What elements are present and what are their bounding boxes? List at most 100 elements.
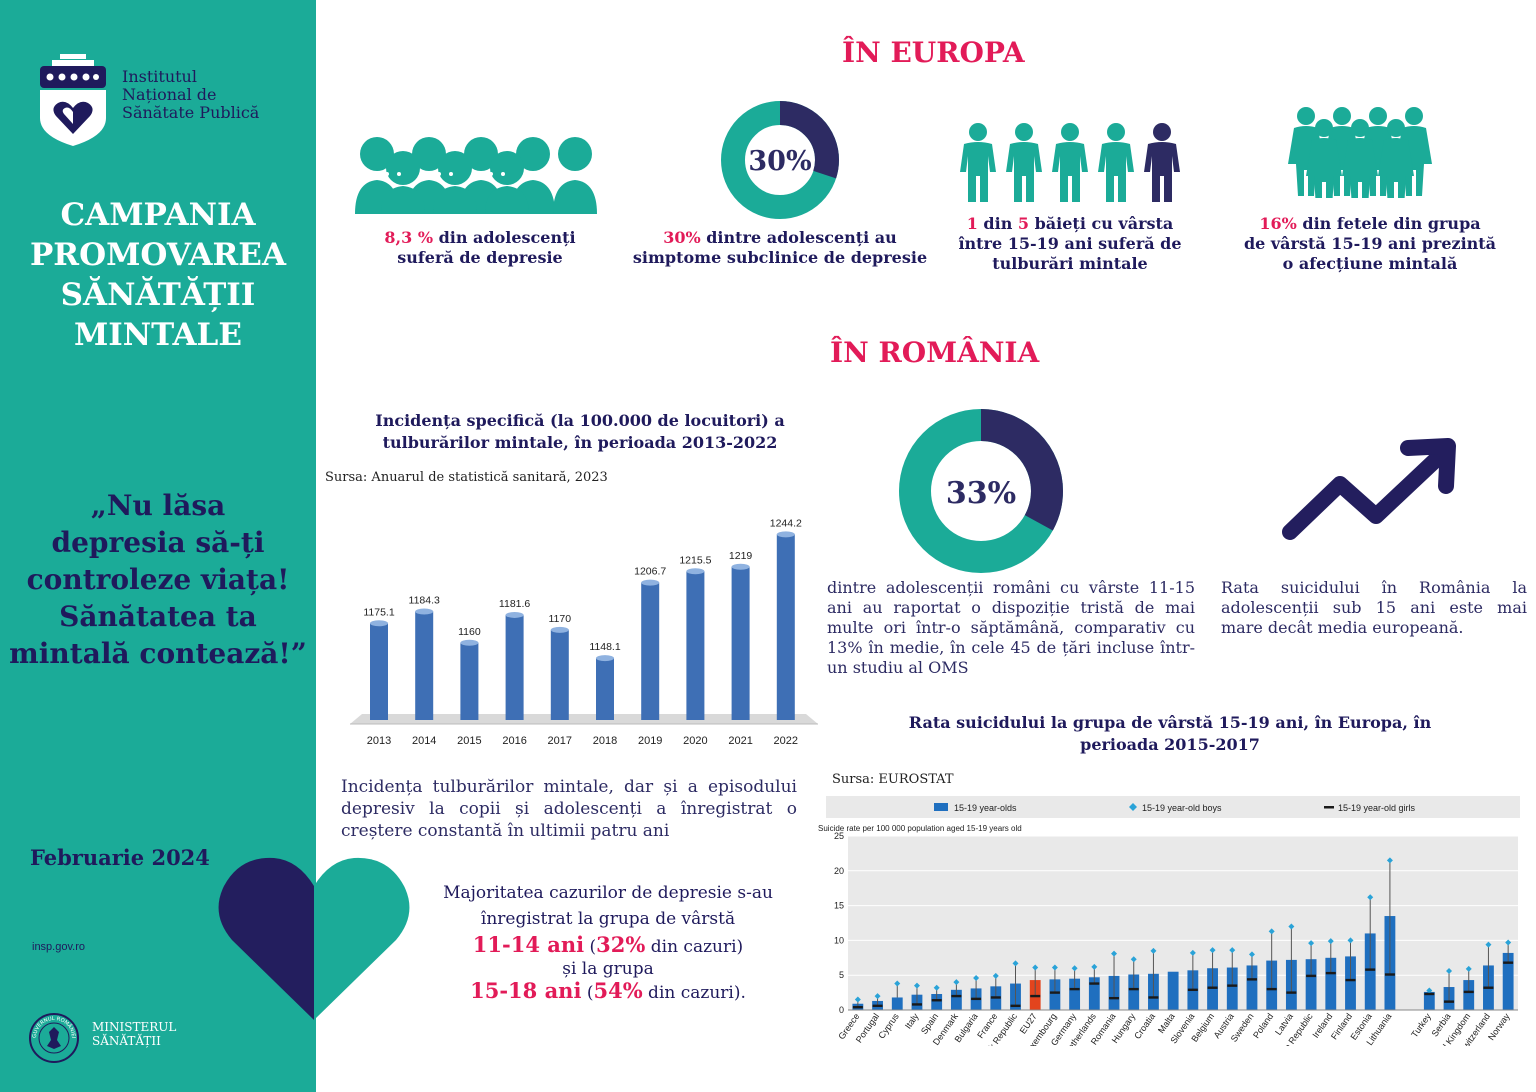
incidence-year-label: 2021: [728, 735, 752, 747]
romania-title: ÎN ROMÂNIA: [830, 336, 1040, 369]
incidence-bar: [415, 611, 434, 720]
girls-marker: [1444, 1000, 1455, 1003]
trend-up-arrow-icon: [1282, 438, 1456, 540]
girls-marker: [852, 1006, 863, 1009]
incidence-value-label: 1175.1: [363, 606, 394, 618]
suicide-bar: [931, 993, 943, 1010]
adolescents-group-icon: [355, 137, 597, 214]
suicide-bar: [1088, 977, 1100, 1010]
girls-marker: [1227, 984, 1238, 987]
ministry-line: MINISTERUL: [92, 1020, 177, 1034]
majority-line: Majoritatea cazurilor de depresie s-au: [443, 883, 773, 903]
donut-30-icon: 30%: [721, 101, 839, 219]
girls-marker: [1306, 974, 1317, 978]
boys-marker: [1485, 941, 1492, 948]
website-link[interactable]: insp.gov.ro: [32, 941, 85, 953]
boys-marker: [1505, 939, 1512, 946]
incidence-year-label: 2015: [457, 735, 481, 747]
stat-text: din fetele din grupa: [1296, 214, 1481, 233]
boys-marker: [1426, 987, 1433, 994]
y-tick-label: 5: [839, 970, 844, 980]
suicide-bar: [1463, 980, 1475, 1010]
incidence-year-label: 2016: [502, 735, 526, 747]
ministry-line: SĂNĂTĂȚII: [92, 1034, 161, 1048]
majority-line: și la grupa: [562, 959, 654, 979]
logo-line: Sănătate Publică: [122, 103, 260, 122]
boys-marker: [1091, 963, 1098, 970]
girls-marker: [1424, 992, 1435, 996]
boys-marker: [1130, 956, 1137, 963]
incidence-value-label: 1206.7: [634, 566, 666, 578]
plot-area: [848, 836, 1518, 1010]
boys-marker: [854, 996, 861, 1003]
girls-marker: [872, 1004, 883, 1008]
incidence-bar-cap: [550, 626, 569, 633]
incidence-value-label: 1244.2: [770, 517, 802, 529]
suicide-bar: [1325, 957, 1337, 1010]
y-tick-label: 0: [839, 1005, 844, 1015]
suicide-bar: [1049, 979, 1061, 1010]
incidence-bar-cap: [776, 531, 795, 538]
logo-line: Național de: [122, 85, 217, 104]
girls-marker: [931, 999, 942, 1002]
incidence-value-label: 1215.5: [679, 554, 711, 566]
stat-text: din: [977, 214, 1018, 233]
suicide-bar: [1207, 968, 1218, 1010]
donut-33-label: 33%: [946, 476, 1016, 511]
legend-label: 15-19 year-old boys: [1142, 803, 1222, 813]
suicide-bar: [1167, 971, 1179, 1010]
stat-value: 1: [966, 214, 978, 233]
majority-text: din cazuri).: [642, 983, 746, 1003]
stat-text: din adolescenți: [433, 228, 576, 247]
incidence-year-label: 2014: [412, 735, 436, 747]
incidence-year-label: 2013: [367, 735, 391, 747]
legend-swatch-total: [934, 803, 948, 811]
boys-marker: [1229, 947, 1236, 954]
suicide-bar: [1226, 967, 1238, 1010]
majority-line: înregistrat la grupa de vârstă: [480, 909, 736, 929]
girls-marker: [1148, 996, 1159, 999]
boys-marker: [1327, 938, 1334, 945]
incidence-year-label: 2019: [638, 735, 662, 747]
stat-text: suferă de depresie: [397, 248, 563, 267]
boys-marker: [1248, 951, 1255, 958]
suicide-chart: 15-19 year-olds 15-19 year-old boys 15-1…: [818, 796, 1520, 1046]
incidence-year-label: 2018: [593, 735, 617, 747]
boys-marker: [874, 993, 881, 1000]
suicide-bar: [1246, 965, 1258, 1010]
girls-marker: [951, 994, 962, 998]
girls-marker: [1286, 991, 1297, 994]
boys-marker: [894, 980, 901, 987]
incidence-bar: [370, 623, 388, 720]
legend-label: 15-19 year-olds: [954, 803, 1017, 813]
majority-text: (: [581, 983, 594, 1003]
incidence-value-label: 1170: [549, 613, 572, 625]
suicide-chart-source: Sursa: EUROSTAT: [832, 772, 954, 787]
boys-marker: [992, 972, 999, 979]
suicide-chart-title: Rata suicidului la grupa de vârstă 15-19…: [908, 713, 1432, 754]
legend-swatch-boys: [1129, 803, 1137, 811]
incidence-bar-cap: [460, 639, 479, 646]
incidence-bar: [550, 629, 569, 720]
campaign-line: CAMPANIA: [60, 197, 256, 233]
europe-stat-1: 8,3 % din adolescenți suferă de depresie: [340, 228, 620, 268]
incidence-chart-title: Incidența specifică (la 100.000 de locui…: [375, 411, 785, 452]
girls-marker: [1503, 961, 1514, 964]
boys-marker: [1032, 964, 1039, 971]
incidence-value-label: 1181.6: [499, 598, 530, 610]
incidence-bar: [641, 582, 660, 720]
girls-marker: [1207, 986, 1218, 989]
y-tick-label: 20: [834, 866, 844, 876]
suicide-rate-description: Rata suicidului în România la adolescenț…: [1221, 578, 1527, 637]
legend-box: [826, 796, 1520, 818]
government-seal-icon: GUVERNUL ROMÂNIEI: [29, 1013, 79, 1063]
boys-marker: [1386, 857, 1393, 864]
quote-line: Sănătatea ta: [59, 600, 257, 633]
suicide-bar: [1069, 978, 1081, 1010]
incidence-bar-cap: [505, 611, 524, 618]
donut-33-icon: 33%: [899, 409, 1063, 573]
suicide-bar: [891, 997, 903, 1010]
country-label: Cyprus: [876, 1011, 901, 1040]
incidence-bar: [686, 571, 705, 720]
boys-marker: [933, 984, 940, 991]
